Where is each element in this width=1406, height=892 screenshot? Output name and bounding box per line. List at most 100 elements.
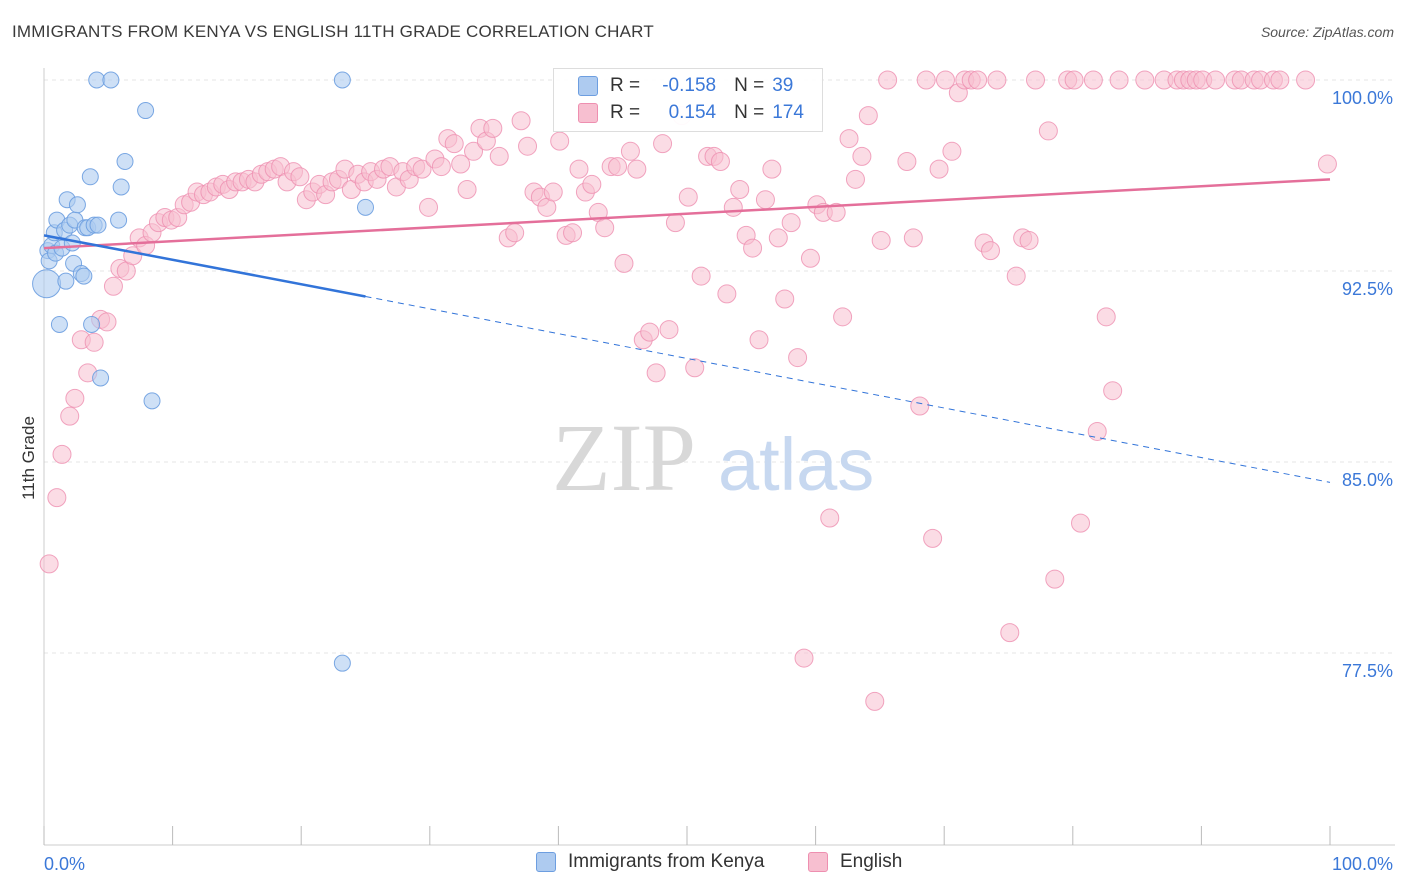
- english-point: [65, 388, 85, 408]
- english-trend-line: [43, 178, 1331, 250]
- english-point: [543, 182, 563, 202]
- english-point: [730, 180, 750, 200]
- english-point: [653, 134, 673, 154]
- legend-r-label: R =: [610, 75, 641, 96]
- english-point: [444, 134, 464, 154]
- english-point: [839, 129, 859, 149]
- english-point: [903, 228, 923, 248]
- english-point: [800, 248, 820, 268]
- kenya-point: [102, 71, 120, 89]
- english-point: [1296, 70, 1316, 90]
- y-tick-label: 77.5%: [1342, 661, 1393, 681]
- english-point: [878, 70, 898, 90]
- english-point: [1135, 70, 1155, 90]
- english-point: [483, 118, 503, 138]
- english-point: [968, 70, 988, 90]
- bottom-legend: Immigrants from Kenya English: [0, 851, 1406, 879]
- kenya-point: [75, 267, 93, 285]
- legend-n-label: N =: [734, 75, 765, 96]
- english-point: [431, 157, 451, 177]
- english-point: [929, 159, 949, 179]
- english-point: [980, 241, 1000, 261]
- english-point: [916, 70, 936, 90]
- english-point: [419, 197, 439, 217]
- bottom-legend-label-english: English: [840, 851, 903, 872]
- kenya-point: [50, 315, 68, 333]
- english-point: [987, 70, 1007, 90]
- english-point: [691, 266, 711, 286]
- kenya-point: [32, 269, 62, 299]
- legend-r-value: -0.158: [662, 75, 717, 96]
- axes: [43, 68, 1395, 846]
- english-point: [595, 218, 615, 238]
- bottom-legend-swatch-english: [808, 852, 828, 872]
- english-point: [60, 406, 80, 426]
- english-point: [717, 284, 737, 304]
- english-point: [1109, 70, 1129, 90]
- source-label: Source: ZipAtlas.com: [1260, 24, 1394, 40]
- bottom-legend-english: English: [808, 851, 902, 873]
- english-point: [640, 322, 660, 342]
- english-point: [1270, 70, 1290, 90]
- english-point: [1026, 70, 1046, 90]
- legend-row-kenya: R = -0.158 N = 39: [578, 73, 793, 99]
- english-point: [646, 363, 666, 383]
- english-point: [457, 180, 477, 200]
- english-point: [550, 131, 570, 151]
- english-point: [582, 174, 602, 194]
- english-point: [412, 159, 432, 179]
- english-point: [775, 289, 795, 309]
- english-point: [942, 141, 962, 161]
- english-point: [685, 358, 705, 378]
- bottom-legend-swatch-kenya: [536, 852, 556, 872]
- english-point: [627, 159, 647, 179]
- english-point: [858, 106, 878, 126]
- english-point: [845, 169, 865, 189]
- english-points: [39, 70, 1337, 711]
- kenya-point: [88, 71, 106, 89]
- kenya-point: [92, 369, 110, 387]
- english-point: [1038, 121, 1058, 141]
- english-point: [781, 213, 801, 233]
- kenya-point: [116, 152, 134, 170]
- watermark: ZIP atlas: [552, 404, 874, 511]
- english-point: [1064, 70, 1084, 90]
- english-point: [614, 253, 634, 273]
- kenya-points: [32, 71, 374, 672]
- english-point: [1083, 70, 1103, 90]
- english-point: [52, 444, 72, 464]
- kenya-point: [333, 71, 351, 89]
- english-point: [678, 187, 698, 207]
- kenya-point: [112, 178, 130, 196]
- english-point: [505, 223, 525, 243]
- kenya-point: [83, 315, 101, 333]
- english-point: [710, 151, 730, 171]
- english-point: [659, 320, 679, 340]
- bottom-legend-kenya: Immigrants from Kenya: [536, 851, 764, 873]
- english-point: [1317, 154, 1337, 174]
- english-point: [871, 230, 891, 250]
- english-point: [511, 111, 531, 131]
- legend-r-value: 0.154: [668, 102, 717, 123]
- english-point: [1096, 307, 1116, 327]
- watermark-atlas: atlas: [718, 423, 874, 506]
- legend-n-value: 39: [772, 75, 794, 96]
- kenya-point: [143, 392, 161, 410]
- english-point: [1087, 421, 1107, 441]
- english-point: [897, 151, 917, 171]
- english-point: [84, 332, 104, 352]
- english-point: [563, 223, 583, 243]
- kenya-point: [137, 102, 155, 120]
- kenya-point: [57, 272, 75, 290]
- english-point: [910, 396, 930, 416]
- kenya-point: [68, 196, 86, 214]
- english-point: [1206, 70, 1226, 90]
- legend-n-label: N =: [734, 102, 765, 123]
- kenya-point: [333, 654, 351, 672]
- kenya-point: [89, 216, 107, 234]
- english-point: [1103, 381, 1123, 401]
- legend-swatch-kenya: [578, 76, 598, 96]
- english-point: [820, 508, 840, 528]
- trend-lines: [43, 178, 1331, 483]
- english-point: [762, 159, 782, 179]
